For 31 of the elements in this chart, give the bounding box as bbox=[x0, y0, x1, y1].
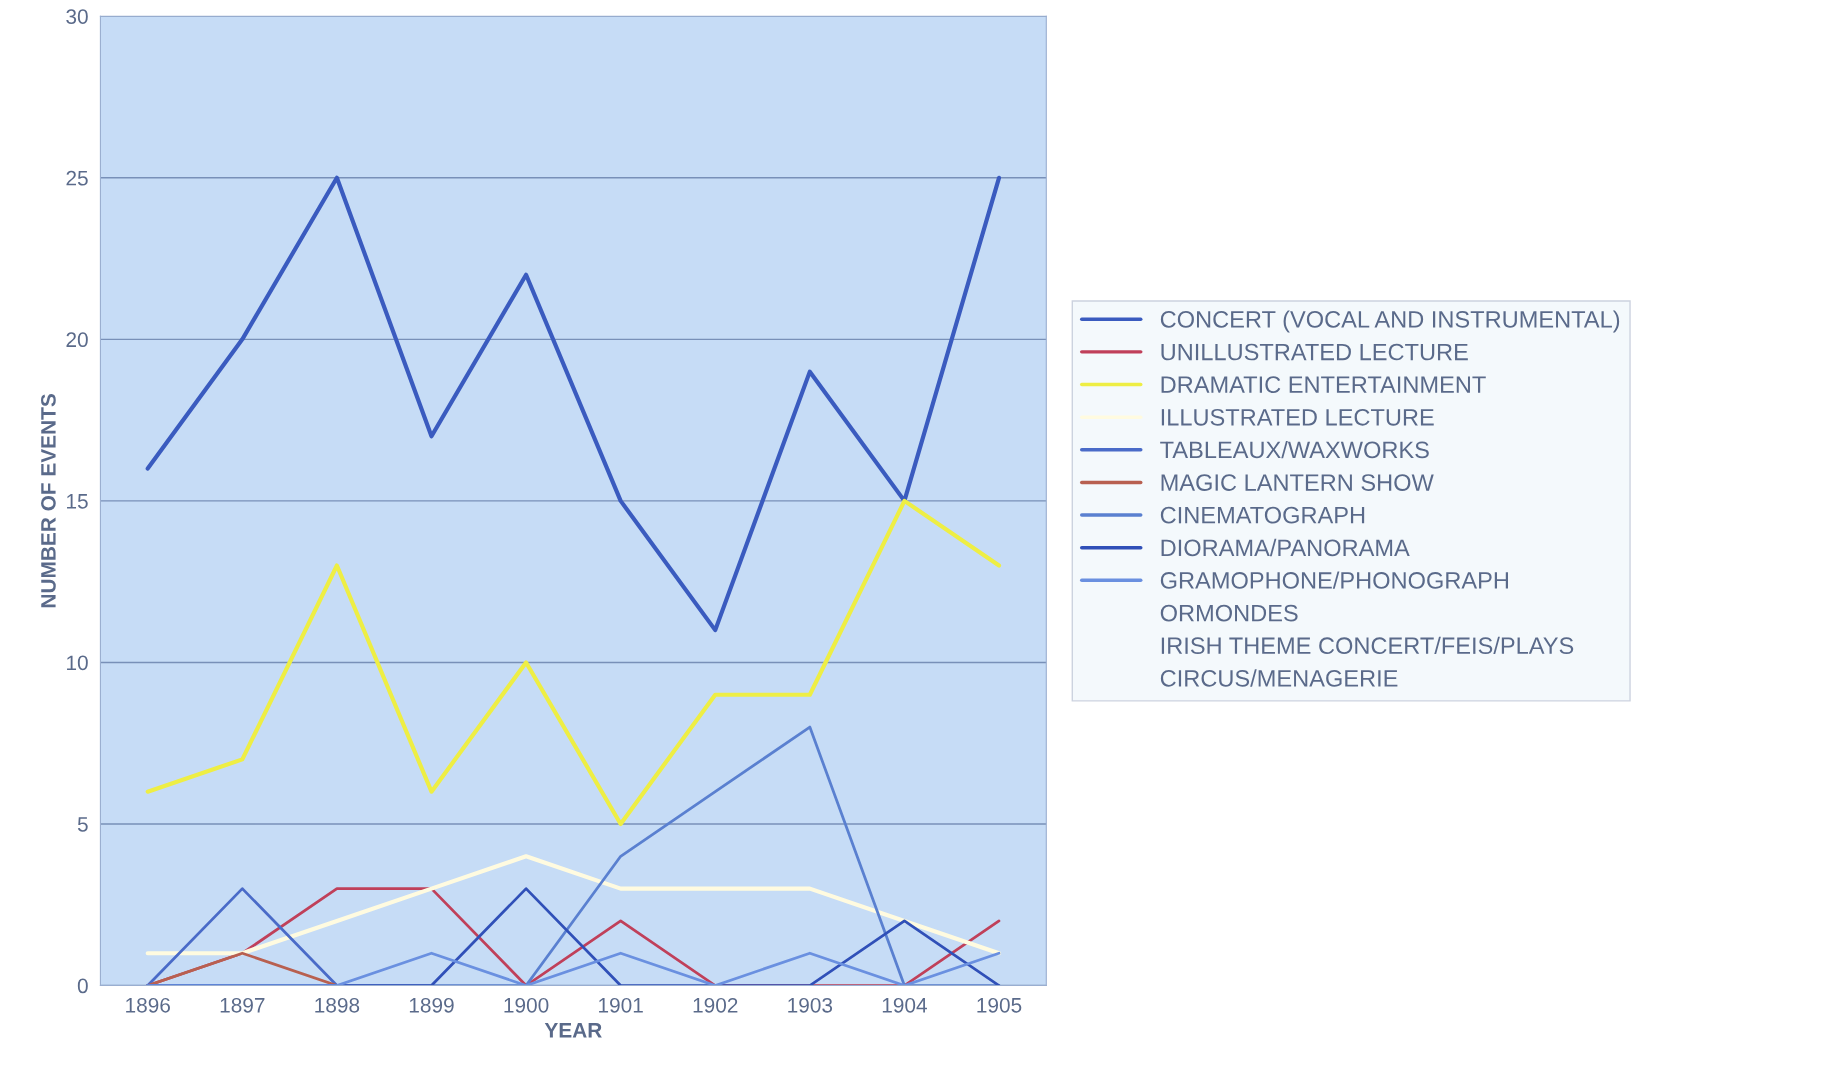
y-tick-label: 15 bbox=[67, 494, 88, 509]
text: CIRCUS/MENAGERIE bbox=[1160, 669, 1398, 687]
x-tick-label: 1897 bbox=[220, 997, 265, 1013]
x-tick-label: 1902 bbox=[693, 997, 738, 1013]
x-tick-label: 1898 bbox=[315, 997, 360, 1013]
y-tick-label: 0 bbox=[77, 978, 88, 994]
x-tick-label: 1900 bbox=[504, 997, 549, 1013]
legend-label: CONCERT (VOCAL AND INSTRUMENTAL) bbox=[1160, 310, 1620, 333]
legend-label: ILLUSTRATED LECTURE bbox=[1161, 408, 1434, 426]
text: IRISH THEME CONCERT/FEIS/PLAYS bbox=[1161, 636, 1574, 655]
x-tick-label: 1896 bbox=[126, 997, 170, 1013]
legend-label: TABLEAUX/WAXWORKS bbox=[1160, 440, 1429, 459]
legend-label: DRAMATIC ENTERTAINMENT bbox=[1161, 376, 1486, 393]
y-tick-label: 30 bbox=[66, 9, 88, 24]
legend-label: MAGIC LANTERN SHOW bbox=[1161, 474, 1434, 491]
y-tick-label: 10 bbox=[67, 655, 88, 671]
x-tick-label: 1905 bbox=[977, 997, 1022, 1013]
legend-label: CINEMATOGRAPH bbox=[1160, 506, 1365, 524]
x-tick-label: 1904 bbox=[882, 997, 927, 1013]
legend-label: DIORAMA/PANORAMA bbox=[1161, 538, 1410, 557]
legend-label: GRAMOPHONE/PHONOGRAPH bbox=[1160, 571, 1508, 589]
y-tick-label: 20 bbox=[66, 332, 88, 348]
y-axis-title: NUMBER OF EVENTS bbox=[41, 394, 56, 608]
text: ORMONDES bbox=[1160, 604, 1298, 622]
x-tick-label: 1899 bbox=[409, 997, 454, 1013]
legend-label: UNILLUSTRATED LECTURE bbox=[1161, 343, 1468, 361]
x-axis-title: YEAR bbox=[544, 1023, 602, 1038]
x-tick-label: 1903 bbox=[788, 997, 833, 1013]
y-tick-label: 25 bbox=[66, 170, 88, 186]
x-tick-label: 1901 bbox=[599, 997, 643, 1013]
y-tick-label: 5 bbox=[77, 817, 88, 832]
